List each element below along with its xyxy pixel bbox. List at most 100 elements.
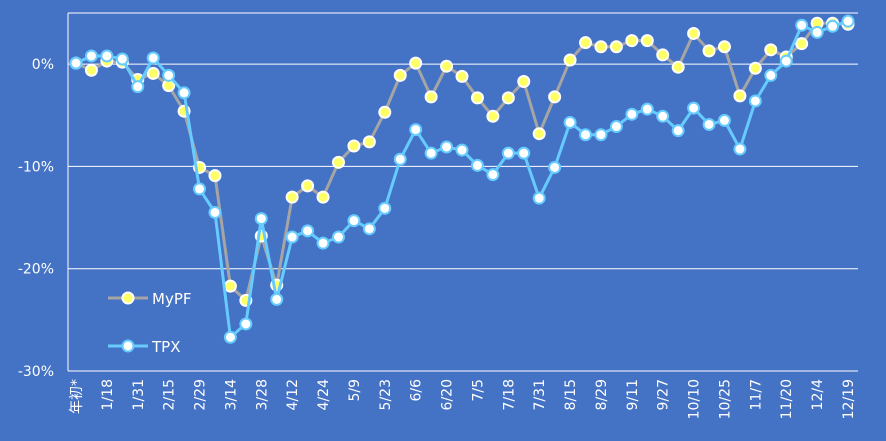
data-point-tpx [378, 201, 392, 215]
x-tick-label: 1/18 [100, 379, 116, 410]
data-point-mypf [501, 91, 515, 105]
data-point-tpx [440, 140, 454, 154]
legend-label: MyPF [152, 290, 192, 308]
data-point-tpx [764, 68, 778, 82]
data-point-mypf [440, 59, 454, 73]
x-tick-label: 5/23 [378, 379, 394, 410]
x-tick-label: 3/14 [223, 379, 239, 411]
data-point-tpx [115, 52, 129, 66]
x-tick-label: 11/7 [748, 379, 764, 410]
legend-marker [121, 291, 135, 305]
data-point-tpx [131, 80, 145, 94]
data-point-mypf [733, 89, 747, 103]
data-point-tpx [100, 49, 114, 63]
data-point-tpx [362, 222, 376, 236]
data-point-mypf [563, 53, 577, 67]
data-point-tpx [810, 25, 824, 39]
series-mypf [69, 16, 855, 307]
data-point-tpx [548, 160, 562, 174]
data-point-tpx [316, 236, 330, 250]
data-point-mypf [393, 68, 407, 82]
data-point-mypf [316, 190, 330, 204]
data-point-mypf [285, 190, 299, 204]
data-point-tpx [331, 230, 345, 244]
x-tick-label: 10/10 [687, 379, 703, 419]
x-tick-label: 8/15 [563, 379, 579, 410]
data-point-mypf [548, 90, 562, 104]
data-point-tpx [826, 19, 840, 33]
data-point-mypf [301, 179, 315, 193]
data-point-tpx [285, 230, 299, 244]
x-tick-label: 12/4 [810, 379, 826, 411]
data-point-tpx [69, 56, 83, 70]
data-point-mypf [362, 135, 376, 149]
x-tick-label: 7/5 [470, 379, 486, 402]
x-tick-label: 4/12 [285, 379, 301, 410]
data-point-mypf [486, 109, 500, 123]
y-axis-tick-labels: 0% -10% -20% -30% [18, 57, 54, 380]
data-point-tpx [239, 317, 253, 331]
x-tick-label: 2/15 [162, 379, 178, 410]
x-axis-tick-labels: 年初* 1/18 1/31 2/15 2/29 3/14 3/28 4/12 4/24 5/9 5/… [68, 379, 857, 419]
data-point-tpx [563, 115, 577, 129]
x-tick-label: 9/27 [656, 379, 672, 410]
data-point-tpx [625, 107, 639, 121]
data-point-mypf [594, 40, 608, 54]
data-point-tpx [301, 224, 315, 238]
data-point-tpx [424, 146, 438, 160]
data-point-mypf [331, 155, 345, 169]
x-tick-label: 9/11 [625, 379, 641, 410]
gridlines [67, 12, 858, 372]
data-point-mypf [409, 56, 423, 70]
data-point-tpx [193, 182, 207, 196]
data-point-tpx [223, 330, 237, 344]
x-tick-label: 10/25 [717, 379, 733, 419]
x-tick-label: 4/24 [316, 379, 332, 411]
data-point-mypf [671, 60, 685, 74]
data-point-mypf [347, 139, 361, 153]
data-point-mypf [687, 26, 701, 40]
y-tick-label: 0% [32, 57, 54, 73]
data-point-tpx [594, 128, 608, 142]
data-point-mypf [84, 63, 98, 77]
x-tick-label: 6/20 [440, 379, 456, 410]
data-point-tpx [609, 120, 623, 134]
data-point-tpx [671, 124, 685, 138]
y-tick-label: -20% [18, 262, 54, 278]
data-point-tpx [470, 158, 484, 172]
data-point-mypf [517, 75, 531, 89]
data-point-mypf [424, 90, 438, 104]
x-tick-label: 5/9 [347, 379, 363, 402]
data-point-mypf [609, 40, 623, 54]
x-tick-label: 11/20 [779, 379, 795, 419]
data-point-tpx [748, 94, 762, 108]
series-line-mypf [75, 21, 849, 302]
data-point-tpx [733, 142, 747, 156]
x-tick-label: 8/29 [594, 379, 610, 410]
data-point-tpx [779, 54, 793, 68]
data-point-tpx [208, 205, 222, 219]
data-point-mypf [378, 105, 392, 119]
data-point-tpx [841, 14, 855, 28]
x-tick-label: 12/19 [841, 379, 857, 419]
data-point-mypf [532, 127, 546, 141]
data-point-mypf [455, 69, 469, 83]
data-point-mypf [146, 66, 160, 80]
data-point-mypf [640, 34, 654, 48]
x-tick-label: 7/31 [532, 379, 548, 410]
data-point-tpx [517, 146, 531, 160]
data-point-mypf [223, 279, 237, 293]
data-point-tpx [656, 109, 670, 123]
data-point-tpx [347, 214, 361, 228]
data-point-mypf [470, 91, 484, 105]
legend-label: TPX [151, 338, 180, 356]
x-tick-label: 年初* [68, 379, 85, 414]
data-point-tpx [254, 212, 268, 226]
legend: MyPF TPX [108, 290, 192, 356]
data-point-tpx [455, 143, 469, 157]
legend-item-tpx: TPX [108, 338, 180, 356]
data-point-tpx [532, 191, 546, 205]
data-point-tpx [409, 123, 423, 137]
data-point-tpx [486, 168, 500, 182]
